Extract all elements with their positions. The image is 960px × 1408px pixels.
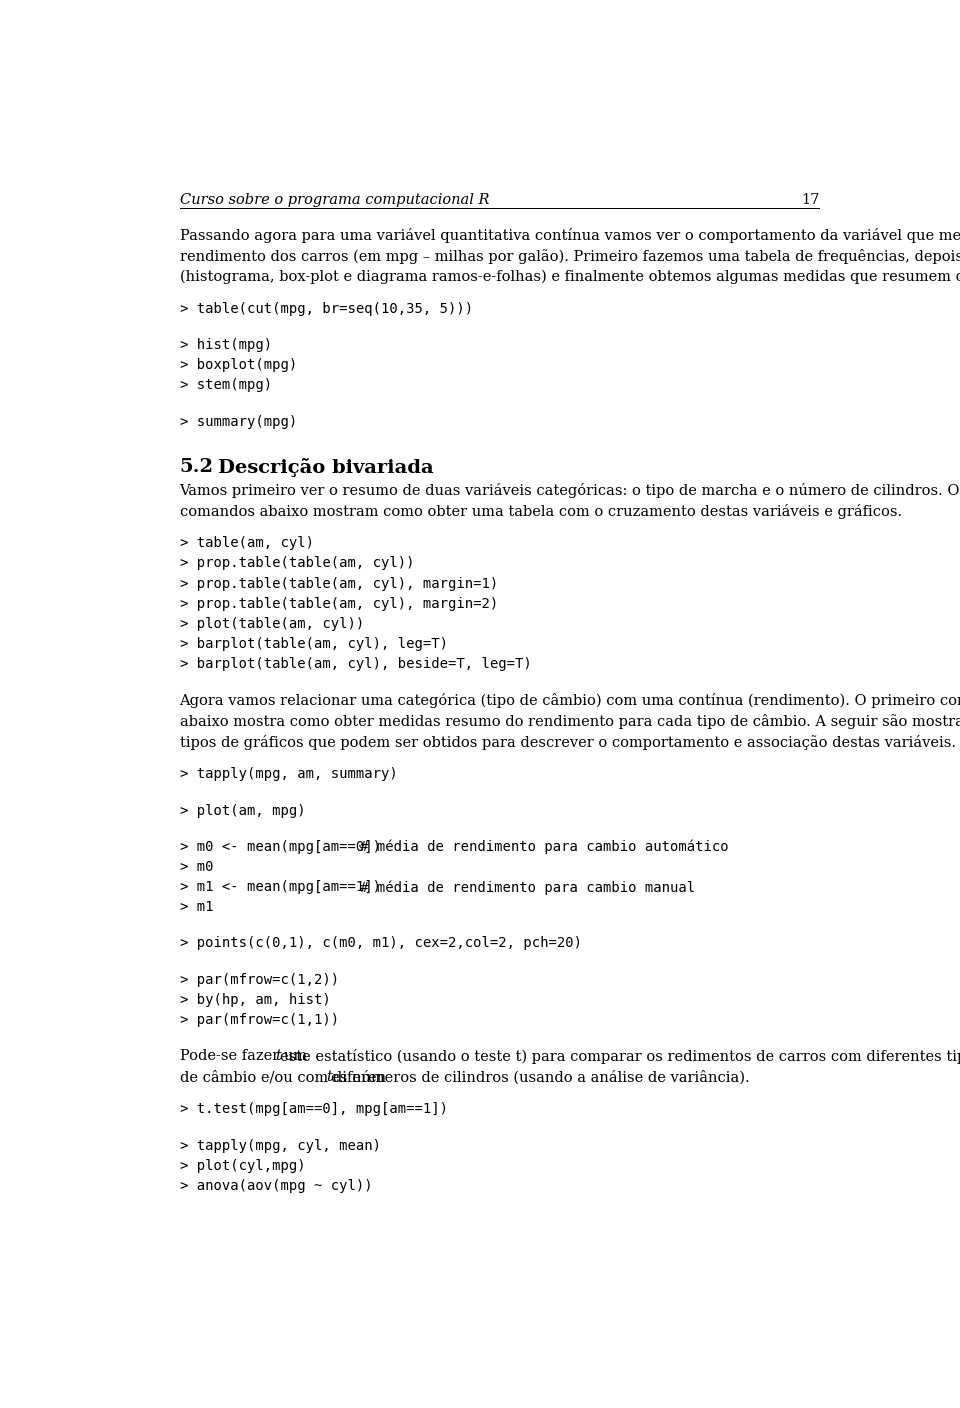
Text: > by(hp, am, hist): > by(hp, am, hist)	[180, 993, 330, 1007]
Text: > t.test(mpg[am==0], mpg[am==1]): > t.test(mpg[am==0], mpg[am==1])	[180, 1102, 447, 1117]
Text: comandos abaixo mostram como obter uma tabela com o cruzamento destas variáveis : comandos abaixo mostram como obter uma t…	[180, 504, 901, 520]
Text: rendimento dos carros (em mpg – milhas por galão). Primeiro fazemos uma tabela d: rendimento dos carros (em mpg – milhas p…	[180, 249, 960, 263]
Text: > par(mfrow=c(1,1)): > par(mfrow=c(1,1))	[180, 1012, 339, 1026]
Text: 17: 17	[801, 193, 820, 207]
Text: t: t	[276, 1049, 281, 1063]
Text: > barplot(table(am, cyl), leg=T): > barplot(table(am, cyl), leg=T)	[180, 636, 447, 650]
Text: > summary(mpg): > summary(mpg)	[180, 414, 297, 428]
Text: > anova(aov(mpg ~ cyl)): > anova(aov(mpg ~ cyl))	[180, 1178, 372, 1193]
Text: tipos de gráficos que podem ser obtidos para descrever o comportamento e associa: tipos de gráficos que podem ser obtidos …	[180, 735, 955, 750]
Text: Passando agora para uma variável quantitativa contínua vamos ver o comportamento: Passando agora para uma variável quantit…	[180, 228, 960, 242]
Text: > m1: > m1	[180, 900, 213, 914]
Text: (histograma, box-plot e diagrama ramos-e-folhas) e finalmente obtemos algumas me: (histograma, box-plot e diagrama ramos-e…	[180, 270, 960, 284]
Text: > m0: > m0	[180, 860, 213, 874]
Text: > plot(am, mpg): > plot(am, mpg)	[180, 804, 305, 818]
Text: abaixo mostra como obter medidas resumo do rendimento para cada tipo de câmbio. : abaixo mostra como obter medidas resumo …	[180, 714, 960, 729]
Text: Curso sobre o programa computacional R: Curso sobre o programa computacional R	[180, 193, 489, 207]
Text: > par(mfrow=c(1,2)): > par(mfrow=c(1,2))	[180, 973, 339, 987]
Text: > prop.table(table(am, cyl)): > prop.table(table(am, cyl))	[180, 556, 414, 570]
Text: > m0 <- mean(mpg[am==0]): > m0 <- mean(mpg[am==0])	[180, 841, 380, 855]
Text: este estatístico (usando o teste t) para comparar os redimentos de carros com di: este estatístico (usando o teste t) para…	[280, 1049, 960, 1064]
Text: # média de rendimento para cambio manual: # média de rendimento para cambio manual	[334, 880, 695, 894]
Text: > table(cut(mpg, br=seq(10,35, 5))): > table(cut(mpg, br=seq(10,35, 5)))	[180, 301, 472, 315]
Text: > prop.table(table(am, cyl), margin=2): > prop.table(table(am, cyl), margin=2)	[180, 597, 498, 611]
Text: Descrição bivariada: Descrição bivariada	[218, 459, 434, 477]
Text: Pode-se fazer um: Pode-se fazer um	[180, 1049, 311, 1063]
Text: > prop.table(table(am, cyl), margin=1): > prop.table(table(am, cyl), margin=1)	[180, 576, 498, 590]
Text: Vamos primeiro ver o resumo de duas variáveis categóricas: o tipo de marcha e o : Vamos primeiro ver o resumo de duas vari…	[180, 483, 960, 498]
Text: t: t	[326, 1070, 332, 1084]
Text: es números de cilindros (usando a análise de variância).: es números de cilindros (usando a anális…	[331, 1070, 750, 1084]
Text: 5.2: 5.2	[180, 459, 213, 476]
Text: > barplot(table(am, cyl), beside=T, leg=T): > barplot(table(am, cyl), beside=T, leg=…	[180, 656, 531, 670]
Text: > table(am, cyl): > table(am, cyl)	[180, 536, 314, 551]
Text: > m1 <- mean(mpg[am==1]): > m1 <- mean(mpg[am==1])	[180, 880, 380, 894]
Text: > tapply(mpg, cyl, mean): > tapply(mpg, cyl, mean)	[180, 1139, 380, 1153]
Text: Agora vamos relacionar uma categórica (tipo de câmbio) com uma contínua (rendime: Agora vamos relacionar uma categórica (t…	[180, 693, 960, 708]
Text: > tapply(mpg, am, summary): > tapply(mpg, am, summary)	[180, 767, 397, 781]
Text: # média de rendimento para cambio automático: # média de rendimento para cambio automá…	[334, 841, 728, 855]
Text: > plot(table(am, cyl)): > plot(table(am, cyl))	[180, 617, 364, 631]
Text: > stem(mpg): > stem(mpg)	[180, 379, 272, 393]
Text: > plot(cyl,mpg): > plot(cyl,mpg)	[180, 1159, 305, 1173]
Text: de câmbio e/ou com diferen: de câmbio e/ou com diferen	[180, 1070, 386, 1084]
Text: > boxplot(mpg): > boxplot(mpg)	[180, 358, 297, 372]
Text: > points(c(0,1), c(m0, m1), cex=2,col=2, pch=20): > points(c(0,1), c(m0, m1), cex=2,col=2,…	[180, 936, 582, 950]
Text: > hist(mpg): > hist(mpg)	[180, 338, 272, 352]
